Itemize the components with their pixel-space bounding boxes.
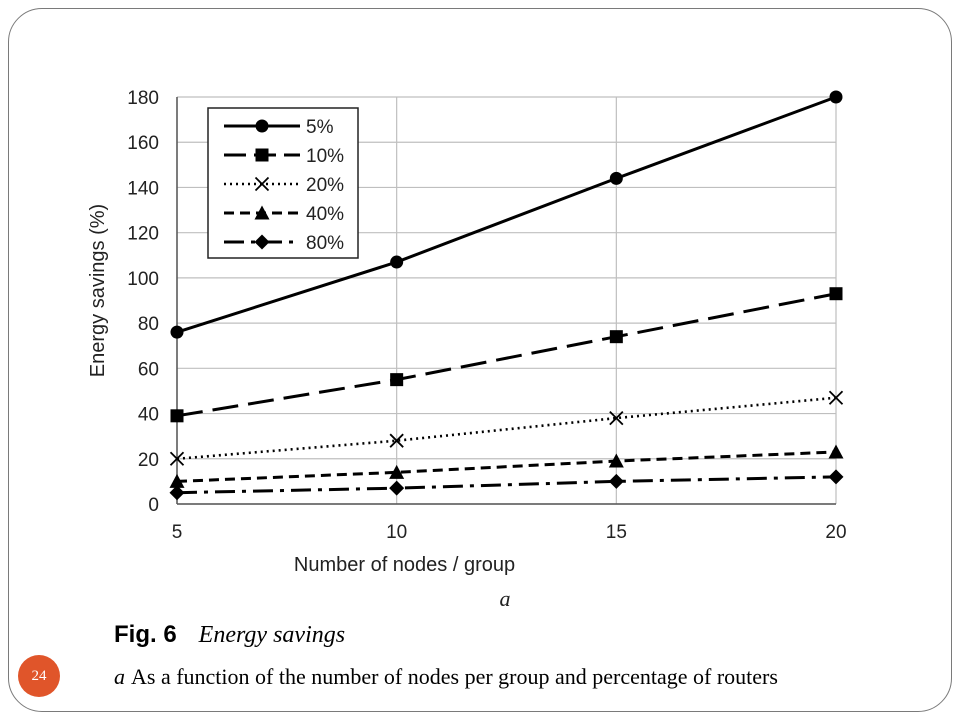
x-marker-stroke — [609, 410, 624, 426]
legend-label: 20% — [306, 175, 344, 196]
figure-title: Fig. 6 Energy savings — [114, 621, 345, 649]
x-tick-label: 15 — [606, 522, 627, 543]
page-number-badge: 24 — [18, 655, 60, 697]
data-point — [609, 171, 623, 185]
series-80pct — [169, 469, 844, 501]
x-tick-label: 20 — [825, 522, 846, 543]
legend: 5% 10% 20% 40% 80% — [207, 107, 359, 259]
series-line — [176, 95, 837, 334]
data-point — [390, 255, 404, 269]
y-tick-label: 180 — [127, 88, 159, 109]
figure-label: Fig. 6 — [114, 621, 177, 648]
series-line — [176, 396, 837, 461]
x-marker-stroke — [828, 390, 844, 405]
data-point — [170, 409, 184, 423]
legend-item: 80% — [224, 233, 344, 254]
data-point — [169, 485, 185, 501]
legend-label: 10% — [306, 146, 344, 167]
y-axis-title: Energy savings (%) — [87, 204, 109, 377]
data-point — [609, 410, 624, 426]
legend-item: 20% — [224, 175, 344, 196]
x-marker-stroke — [254, 176, 270, 192]
slide-frame — [8, 8, 952, 712]
caption-letter: a — [114, 664, 125, 689]
subfigure-label: a — [500, 586, 511, 611]
series-5pct — [170, 90, 843, 339]
data-point — [828, 444, 844, 459]
legend-marker — [254, 234, 270, 250]
legend-marker — [255, 148, 269, 162]
data-point — [389, 480, 405, 496]
series-line — [176, 475, 837, 495]
series-20pct — [169, 390, 844, 466]
y-tick-label: 140 — [127, 178, 159, 199]
x-marker-stroke — [389, 433, 404, 448]
x-marker-stroke — [169, 451, 185, 466]
x-tick-label: 5 — [172, 522, 183, 543]
legend-label: 5% — [306, 117, 334, 138]
legend-marker — [255, 119, 269, 133]
data-point — [389, 464, 405, 479]
y-tick-label: 80 — [138, 314, 159, 335]
y-tick-label: 100 — [127, 269, 159, 290]
data-point — [609, 330, 623, 344]
series-40pct — [169, 444, 844, 488]
data-point — [828, 390, 844, 405]
data-point — [828, 469, 844, 485]
legend-box — [207, 107, 359, 259]
figure-name: Energy savings — [198, 622, 346, 648]
y-tick-label: 20 — [138, 450, 159, 471]
data-point — [829, 90, 843, 104]
legend-item: 40% — [224, 204, 344, 225]
y-tick-label: 40 — [138, 405, 159, 426]
data-point — [608, 453, 624, 468]
data-point — [389, 433, 404, 448]
data-point — [169, 451, 185, 466]
series-line — [176, 292, 837, 418]
y-tick-label: 160 — [127, 133, 159, 154]
data-point — [169, 473, 185, 488]
x-tick-label: 10 — [386, 522, 407, 543]
y-tick-label: 60 — [138, 359, 159, 380]
data-point — [608, 473, 624, 489]
legend-item: 5% — [224, 117, 334, 138]
data-point — [829, 287, 843, 301]
y-tick-label: 0 — [148, 495, 159, 516]
x-axis-title: Number of nodes / group — [294, 554, 515, 576]
legend-label: 40% — [306, 204, 344, 225]
data-point — [390, 373, 404, 387]
legend-marker — [254, 205, 270, 220]
legend-marker — [254, 176, 270, 192]
series-line — [176, 450, 837, 483]
legend-label: 80% — [306, 233, 344, 254]
series-10pct — [170, 287, 843, 423]
caption-text: As a function of the number of nodes per… — [131, 664, 778, 689]
figure-caption: a As a function of the number of nodes pe… — [114, 664, 778, 690]
data-point — [170, 325, 184, 339]
legend-item: 10% — [224, 146, 344, 167]
y-tick-label: 120 — [127, 224, 159, 245]
